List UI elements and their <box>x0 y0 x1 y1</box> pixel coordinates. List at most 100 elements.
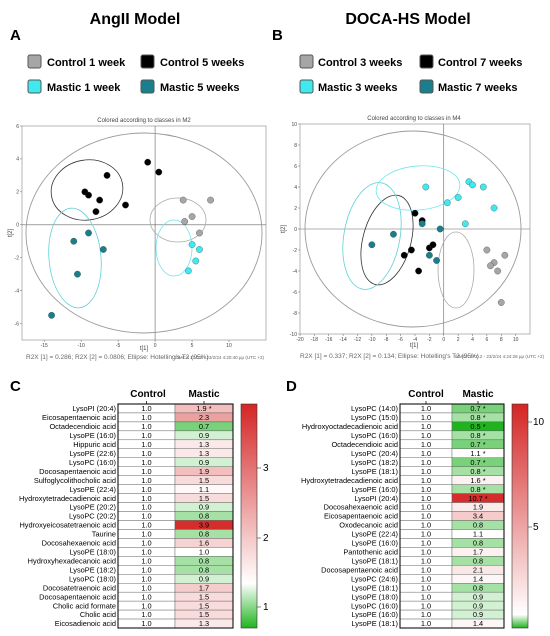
data-point <box>74 270 81 278</box>
row-label: LysoPC (20:4) <box>351 449 398 458</box>
control-value: 1.0 <box>421 404 431 413</box>
y-tick-label: -2 <box>293 248 298 254</box>
mastic-value: 0.9 <box>199 574 209 583</box>
x-tick-label: -10 <box>78 343 85 349</box>
data-point <box>188 213 196 220</box>
x-tick-label: 0 <box>154 343 157 349</box>
heatmap-border <box>117 403 234 629</box>
control-value: 1.0 <box>141 467 151 476</box>
control-value: 1.0 <box>421 485 431 494</box>
mastic-value: 2.1 <box>473 565 483 574</box>
x-tick-label: 10 <box>513 337 519 343</box>
control-value: 1.0 <box>421 574 431 583</box>
row-label: LysoPE (16:0) <box>351 539 398 548</box>
data-point <box>181 218 189 225</box>
data-point <box>400 251 408 259</box>
y-tick-label: -2 <box>15 255 20 261</box>
data-point <box>144 158 152 166</box>
row-label: LysoPC (20:2) <box>69 512 116 521</box>
row-label: LysoPC (18:0) <box>69 574 116 583</box>
y-tick-label: -10 <box>290 332 297 338</box>
row-label: Hippuric acid <box>73 440 116 449</box>
row-label: Pantothenic acid <box>343 548 398 557</box>
control-value: 1.0 <box>141 610 151 619</box>
data-point <box>487 262 494 270</box>
data-point <box>185 267 192 275</box>
x-tick-label: 0 <box>442 337 445 343</box>
heatmap-border <box>399 403 505 629</box>
data-point <box>48 311 55 319</box>
control-value: 1.0 <box>141 458 151 467</box>
row-label: Eicosadienoic acid <box>55 619 116 628</box>
x-tick-label: -16 <box>325 337 332 343</box>
mastic-value: 3.9 <box>199 521 209 530</box>
row-label: Docosatetraenoic acid <box>43 583 116 592</box>
data-point <box>408 246 415 254</box>
legend-swatch <box>299 54 314 69</box>
scatter-plot-a: Colored according to classes in M2 -15 -1… <box>8 118 267 361</box>
row-label: Docosapentaenoic acid <box>39 592 116 601</box>
mastic-value: 1.3 <box>199 619 209 628</box>
panel-d-letter: D <box>286 378 297 395</box>
group-ellipse-mastic-3 <box>375 165 461 211</box>
row-label: Cholic acid formate <box>53 601 116 610</box>
mastic-value: 1.4 <box>473 574 483 583</box>
data-point <box>96 196 103 204</box>
data-point <box>469 181 476 189</box>
mastic-value: 0.5 * <box>470 422 485 431</box>
panel-b-letter: B <box>272 27 283 44</box>
data-point <box>85 229 92 237</box>
control-value: 1.0 <box>141 449 151 458</box>
plot-a-frame <box>21 125 267 341</box>
data-point <box>415 267 422 275</box>
mastic-value: 0.9 <box>199 503 209 512</box>
y-tick-label: 6 <box>16 124 19 130</box>
heatmap-d-col-mastic: Mastic <box>462 389 494 400</box>
y-tick-label: 2 <box>16 190 19 196</box>
row-label: LysoPE (18:1) <box>351 583 398 592</box>
y-tick-label: 10 <box>291 122 297 128</box>
row-label: LysoPC (24:6) <box>351 574 398 583</box>
mastic-value: 1.6 * <box>470 476 485 485</box>
mastic-value: 0.9 <box>199 431 209 440</box>
control-value: 1.0 <box>141 521 151 530</box>
y-tick-label: 0 <box>16 223 19 229</box>
y-tick-label: 0 <box>294 227 297 233</box>
row-label: Sulfoglycolithocholic acid <box>34 476 116 485</box>
control-value: 1.0 <box>421 467 431 476</box>
x-tick-label: 4 <box>471 337 474 343</box>
mastic-value: 2.3 <box>199 413 209 422</box>
panel-b-legend: Control 3 weeks Control 7 weeks Mastic 3… <box>299 54 522 94</box>
x-tick-label: 5 <box>191 343 194 349</box>
plot-a-caption: R2X [1] = 0.286; R2X [2] = 0.0806; Ellip… <box>26 354 209 361</box>
control-value: 1.0 <box>141 574 151 583</box>
y-tick-label: 2 <box>294 206 297 212</box>
hotelling-ellipse <box>25 132 263 334</box>
row-label: Docosapentaenoic acid <box>39 467 116 476</box>
row-label: LysoPE (20:2) <box>69 503 116 512</box>
group-ellipse-mastic-5 <box>48 207 102 309</box>
panel-a-title: AngII Model <box>90 11 181 28</box>
mastic-value: 0.9 <box>199 458 209 467</box>
plot-b-content: -20 -18 -16 -14 -12 -10 -8 -6 -4 -2 0 2 4 6 8 10-10-8-6… <box>290 122 530 343</box>
data-point <box>461 220 469 228</box>
mastic-value: 1.5 <box>199 494 209 503</box>
mastic-value: 1.7 <box>473 548 483 557</box>
colorbar-d-tick: 10 <box>533 417 545 428</box>
control-value: 1.0 <box>141 422 151 431</box>
mastic-value: 1.5 <box>199 610 209 619</box>
mastic-value: 0.8 * <box>470 413 485 422</box>
legend-label: Control 7 weeks <box>438 57 522 69</box>
row-label: LysoPI (20:4) <box>354 494 398 503</box>
plot-a-xlabel: t[1] <box>140 346 149 352</box>
mastic-value: 0.9 <box>473 601 483 610</box>
row-label: LysoPE (18:1) <box>351 619 398 628</box>
mastic-value: 1.3 <box>199 449 209 458</box>
control-value: 1.0 <box>141 431 151 440</box>
x-tick-label: 8 <box>500 337 503 343</box>
panel-a-letter: A <box>10 27 21 44</box>
legend-label: Control 5 weeks <box>160 57 244 69</box>
row-label: LysoPI (20:4) <box>72 404 116 413</box>
mastic-value: 1.7 <box>199 583 209 592</box>
y-tick-label: 4 <box>294 185 297 191</box>
